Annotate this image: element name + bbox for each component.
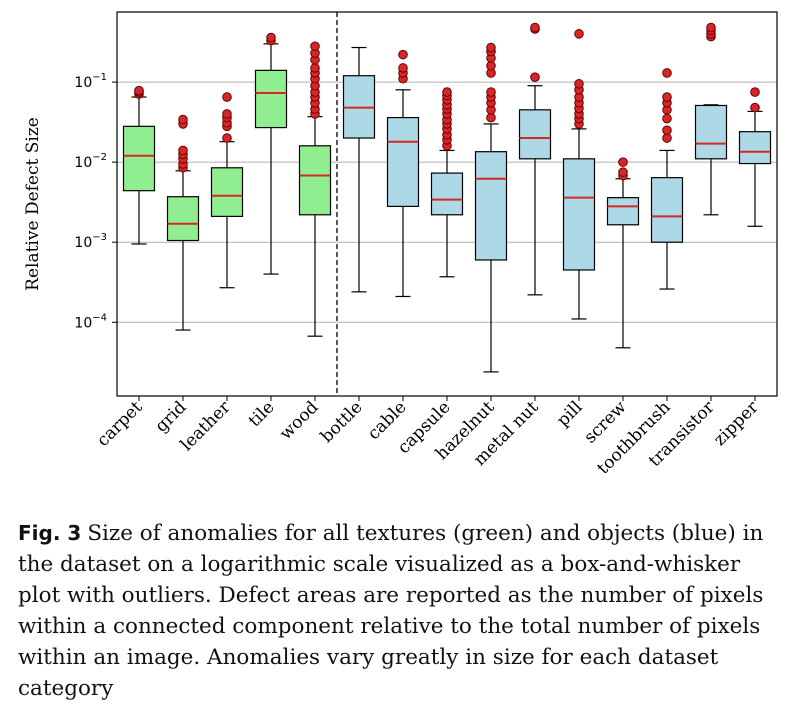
outlier-point — [398, 63, 408, 73]
x-tick-label: pill — [553, 397, 586, 430]
box-iqr — [430, 172, 464, 216]
box-iqr — [166, 196, 200, 242]
outlier-point — [310, 41, 320, 52]
box-iqr — [298, 145, 332, 216]
box-cable — [386, 49, 420, 298]
x-tick-label: grid — [151, 397, 190, 436]
y-axis-label: Relative Defect Size — [23, 117, 43, 291]
box-iqr — [386, 116, 420, 207]
outlier-point — [222, 133, 232, 143]
box-transistor — [694, 22, 728, 216]
outlier-point — [222, 109, 232, 119]
box-screw — [606, 157, 640, 349]
box-iqr — [210, 167, 244, 218]
box-iqr — [738, 131, 772, 165]
x-tick-label: zipper — [710, 397, 763, 450]
outlier-point — [662, 113, 672, 124]
outlier-point — [266, 32, 276, 43]
x-tick-label: carpet — [93, 397, 147, 451]
box-iqr — [518, 109, 552, 160]
figure-caption: Fig. 3 Size of anomalies for all textures… — [18, 518, 783, 704]
outlier-point — [178, 114, 188, 125]
box-zipper — [738, 87, 772, 227]
outlier-point — [442, 87, 452, 97]
box-metal-nut — [518, 22, 552, 296]
box-iqr — [254, 69, 288, 129]
y-tick-label: 10−3 — [74, 232, 107, 251]
outlier-point — [486, 87, 496, 97]
box-iqr — [474, 151, 508, 261]
y-tick-label: 10−2 — [74, 152, 107, 171]
outlier-point — [486, 42, 496, 53]
outlier-point — [134, 85, 144, 96]
outlier-point — [662, 125, 672, 136]
outlier-point — [574, 79, 584, 89]
x-tick-label: wood — [276, 397, 323, 444]
box-bottle — [342, 46, 376, 293]
x-tick-label: tile — [245, 397, 279, 431]
box-wood — [298, 41, 332, 337]
box-iqr — [694, 104, 728, 160]
box-pill — [562, 29, 596, 320]
boxes — [122, 22, 772, 373]
box-toothbrush — [650, 68, 684, 290]
box-iqr — [650, 177, 684, 243]
y-axis-ticks: 10−4 10−3 10−2 10−1 — [74, 72, 117, 331]
outlier-point — [662, 68, 672, 78]
outlier-point — [750, 102, 760, 113]
x-tick-label: bottle — [317, 397, 367, 447]
box-carpet — [122, 85, 156, 245]
figure-label: Fig. 3 — [18, 521, 82, 545]
outlier-point — [530, 72, 540, 83]
box-iqr — [562, 158, 596, 271]
x-tick-label: leather — [177, 397, 235, 455]
figure-caption-text: Size of anomalies for all textures (gree… — [18, 521, 764, 701]
outlier-point — [706, 22, 716, 33]
box-leather — [210, 92, 244, 289]
box-grid — [166, 114, 200, 331]
outlier-point — [618, 167, 628, 177]
outlier-point — [530, 22, 540, 33]
outlier-point — [618, 157, 628, 167]
outlier-point — [222, 92, 232, 102]
box-tile — [254, 32, 288, 275]
outlier-point — [178, 145, 188, 156]
box-capsule — [430, 87, 464, 278]
y-tick-label: 10−1 — [74, 72, 107, 91]
y-tick-label: 10−4 — [74, 312, 107, 331]
outlier-point — [574, 29, 584, 39]
outlier-point — [310, 63, 320, 73]
outlier-point — [398, 49, 408, 60]
box-iqr — [606, 197, 640, 226]
box-hazelnut — [474, 42, 508, 373]
outlier-point — [750, 87, 760, 97]
box-iqr — [122, 125, 156, 192]
outlier-point — [662, 92, 672, 102]
